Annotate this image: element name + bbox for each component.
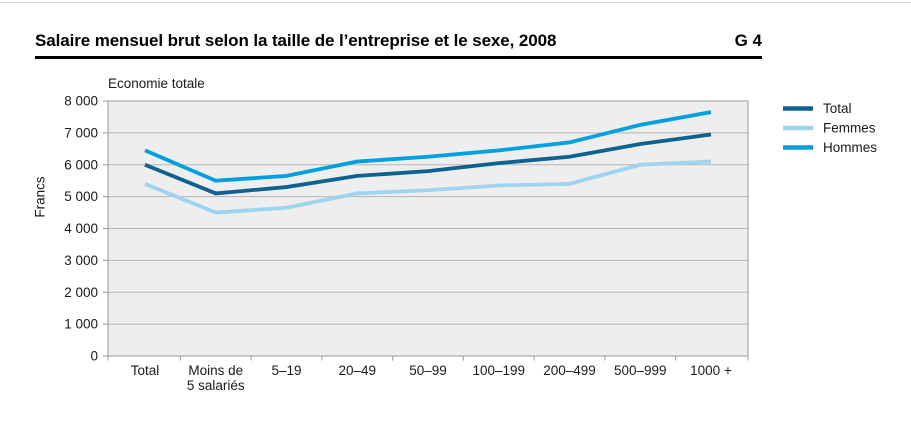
x-category-label: 500–999 [614, 363, 667, 378]
x-category-label: 20–49 [338, 363, 376, 378]
x-category-label: 1000 + [690, 363, 732, 378]
x-axis: Total Moins de5 salariés 5–19 20–49 50–99 100… [107, 356, 749, 393]
x-category-label: 50–99 [409, 363, 447, 378]
y-tick-label: 6 000 [64, 157, 98, 172]
chart-subtitle: Economie totale [108, 76, 205, 91]
y-tick-label: 1 000 [64, 317, 98, 332]
y-tick-label: 2 000 [64, 285, 98, 300]
legend-label-hommes: Hommes [823, 140, 877, 155]
page-top-border [0, 2, 911, 3]
figure-reference: G 4 [734, 31, 762, 50]
y-tick-label: 7 000 [64, 125, 98, 140]
x-category-label: 5–19 [271, 363, 301, 378]
legend: Total Femmes Hommes [783, 101, 877, 155]
x-category-label: 200–499 [543, 363, 596, 378]
chart-title: Salaire mensuel brut selon la taille de … [35, 31, 557, 50]
y-tick-label: 4 000 [64, 221, 98, 236]
legend-label-femmes: Femmes [823, 121, 876, 136]
gridlines [108, 132, 748, 325]
y-tick-label: 0 [90, 349, 98, 364]
header-rule [35, 56, 762, 59]
y-axis: 0 1 000 2 000 3 000 4 000 5 000 6 000 7 000 8 00… [64, 94, 108, 364]
series-lines [144, 110, 712, 215]
series-line-hommes [144, 110, 712, 183]
x-category-label: Total [131, 363, 160, 378]
chart-header: Salaire mensuel brut selon la taille de … [35, 31, 762, 51]
series-line-femmes [144, 159, 712, 215]
x-category-label: Moins de [188, 363, 243, 378]
x-category-label: 100–199 [472, 363, 525, 378]
legend-label-total: Total [823, 101, 852, 116]
y-tick-label: 3 000 [64, 253, 98, 268]
y-tick-label: 5 000 [64, 189, 98, 204]
series-line-total [144, 132, 712, 196]
y-tick-label: 8 000 [64, 94, 98, 109]
x-category-label: 5 salariés [187, 378, 245, 393]
